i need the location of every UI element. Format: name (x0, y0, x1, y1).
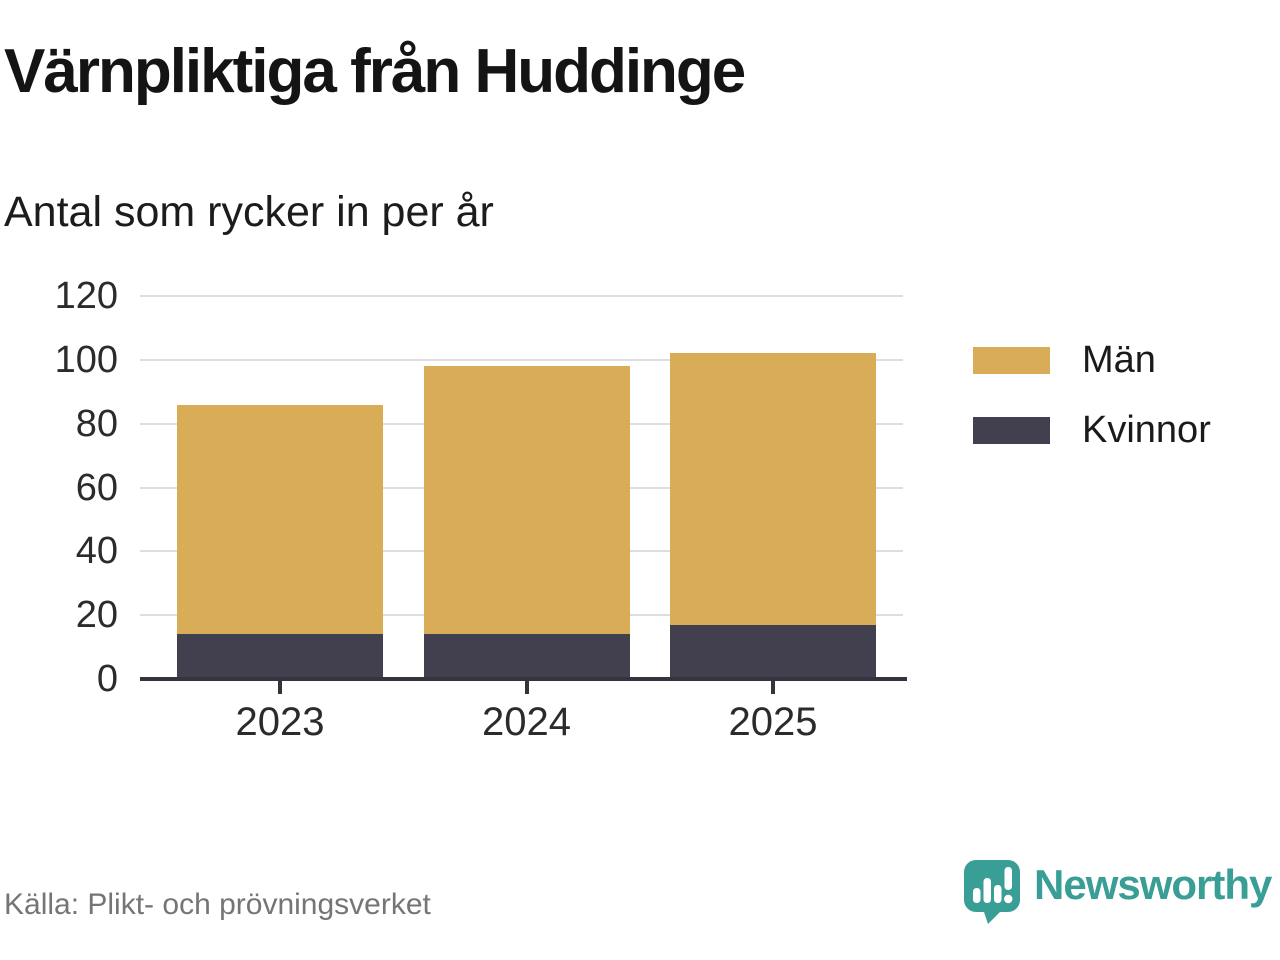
y-axis-tick-label: 60 (75, 466, 118, 509)
bar-segment-män-2024 (423, 366, 630, 635)
y-axis-tick-label: 20 (75, 594, 118, 637)
bar-segment-kvinnor-2023 (177, 634, 383, 679)
x-axis-category-label: 2023 (235, 700, 325, 744)
x-axis-category-label: 2024 (482, 700, 571, 744)
bar-segment-män-2023 (177, 404, 383, 635)
y-axis-tick-label: 80 (75, 402, 118, 445)
legend-item-män: Män (973, 340, 1211, 380)
brand-logo: Newsworthy (962, 858, 1272, 924)
source-note: Källa: Plikt- och prövningsverket (4, 888, 431, 921)
bar-segment-kvinnor-2025 (670, 624, 876, 679)
legend-swatch (973, 346, 1050, 374)
y-axis-tick-label: 100 (54, 338, 118, 381)
y-axis-tick-label: 0 (96, 658, 118, 700)
x-axis-tick (771, 679, 775, 694)
y-axis-tick-label: 40 (75, 530, 118, 573)
y-gridline (140, 358, 903, 361)
legend-label: Män (1082, 339, 1156, 381)
chart-title: Värnpliktiga från Huddinge (4, 37, 746, 106)
legend-item-kvinnor: Kvinnor (973, 410, 1211, 450)
x-axis-tick (278, 679, 282, 694)
x-axis-tick (524, 679, 529, 694)
x-axis-line (140, 677, 907, 681)
legend: Män Kvinnor (973, 340, 1211, 480)
y-axis-tick-label: 120 (54, 275, 118, 317)
newsworthy-speech-bubble-bar-chart-icon (964, 860, 1020, 924)
x-axis-category-label: 2025 (728, 700, 818, 744)
chart-subtitle: Antal som rycker in per år (4, 188, 494, 236)
legend-label: Kvinnor (1082, 409, 1211, 451)
legend-swatch (973, 416, 1050, 444)
brand-name: Newsworthy (1034, 861, 1272, 908)
bar-segment-män-2025 (670, 353, 876, 625)
y-gridline (140, 295, 903, 297)
bar-segment-kvinnor-2024 (423, 634, 630, 679)
